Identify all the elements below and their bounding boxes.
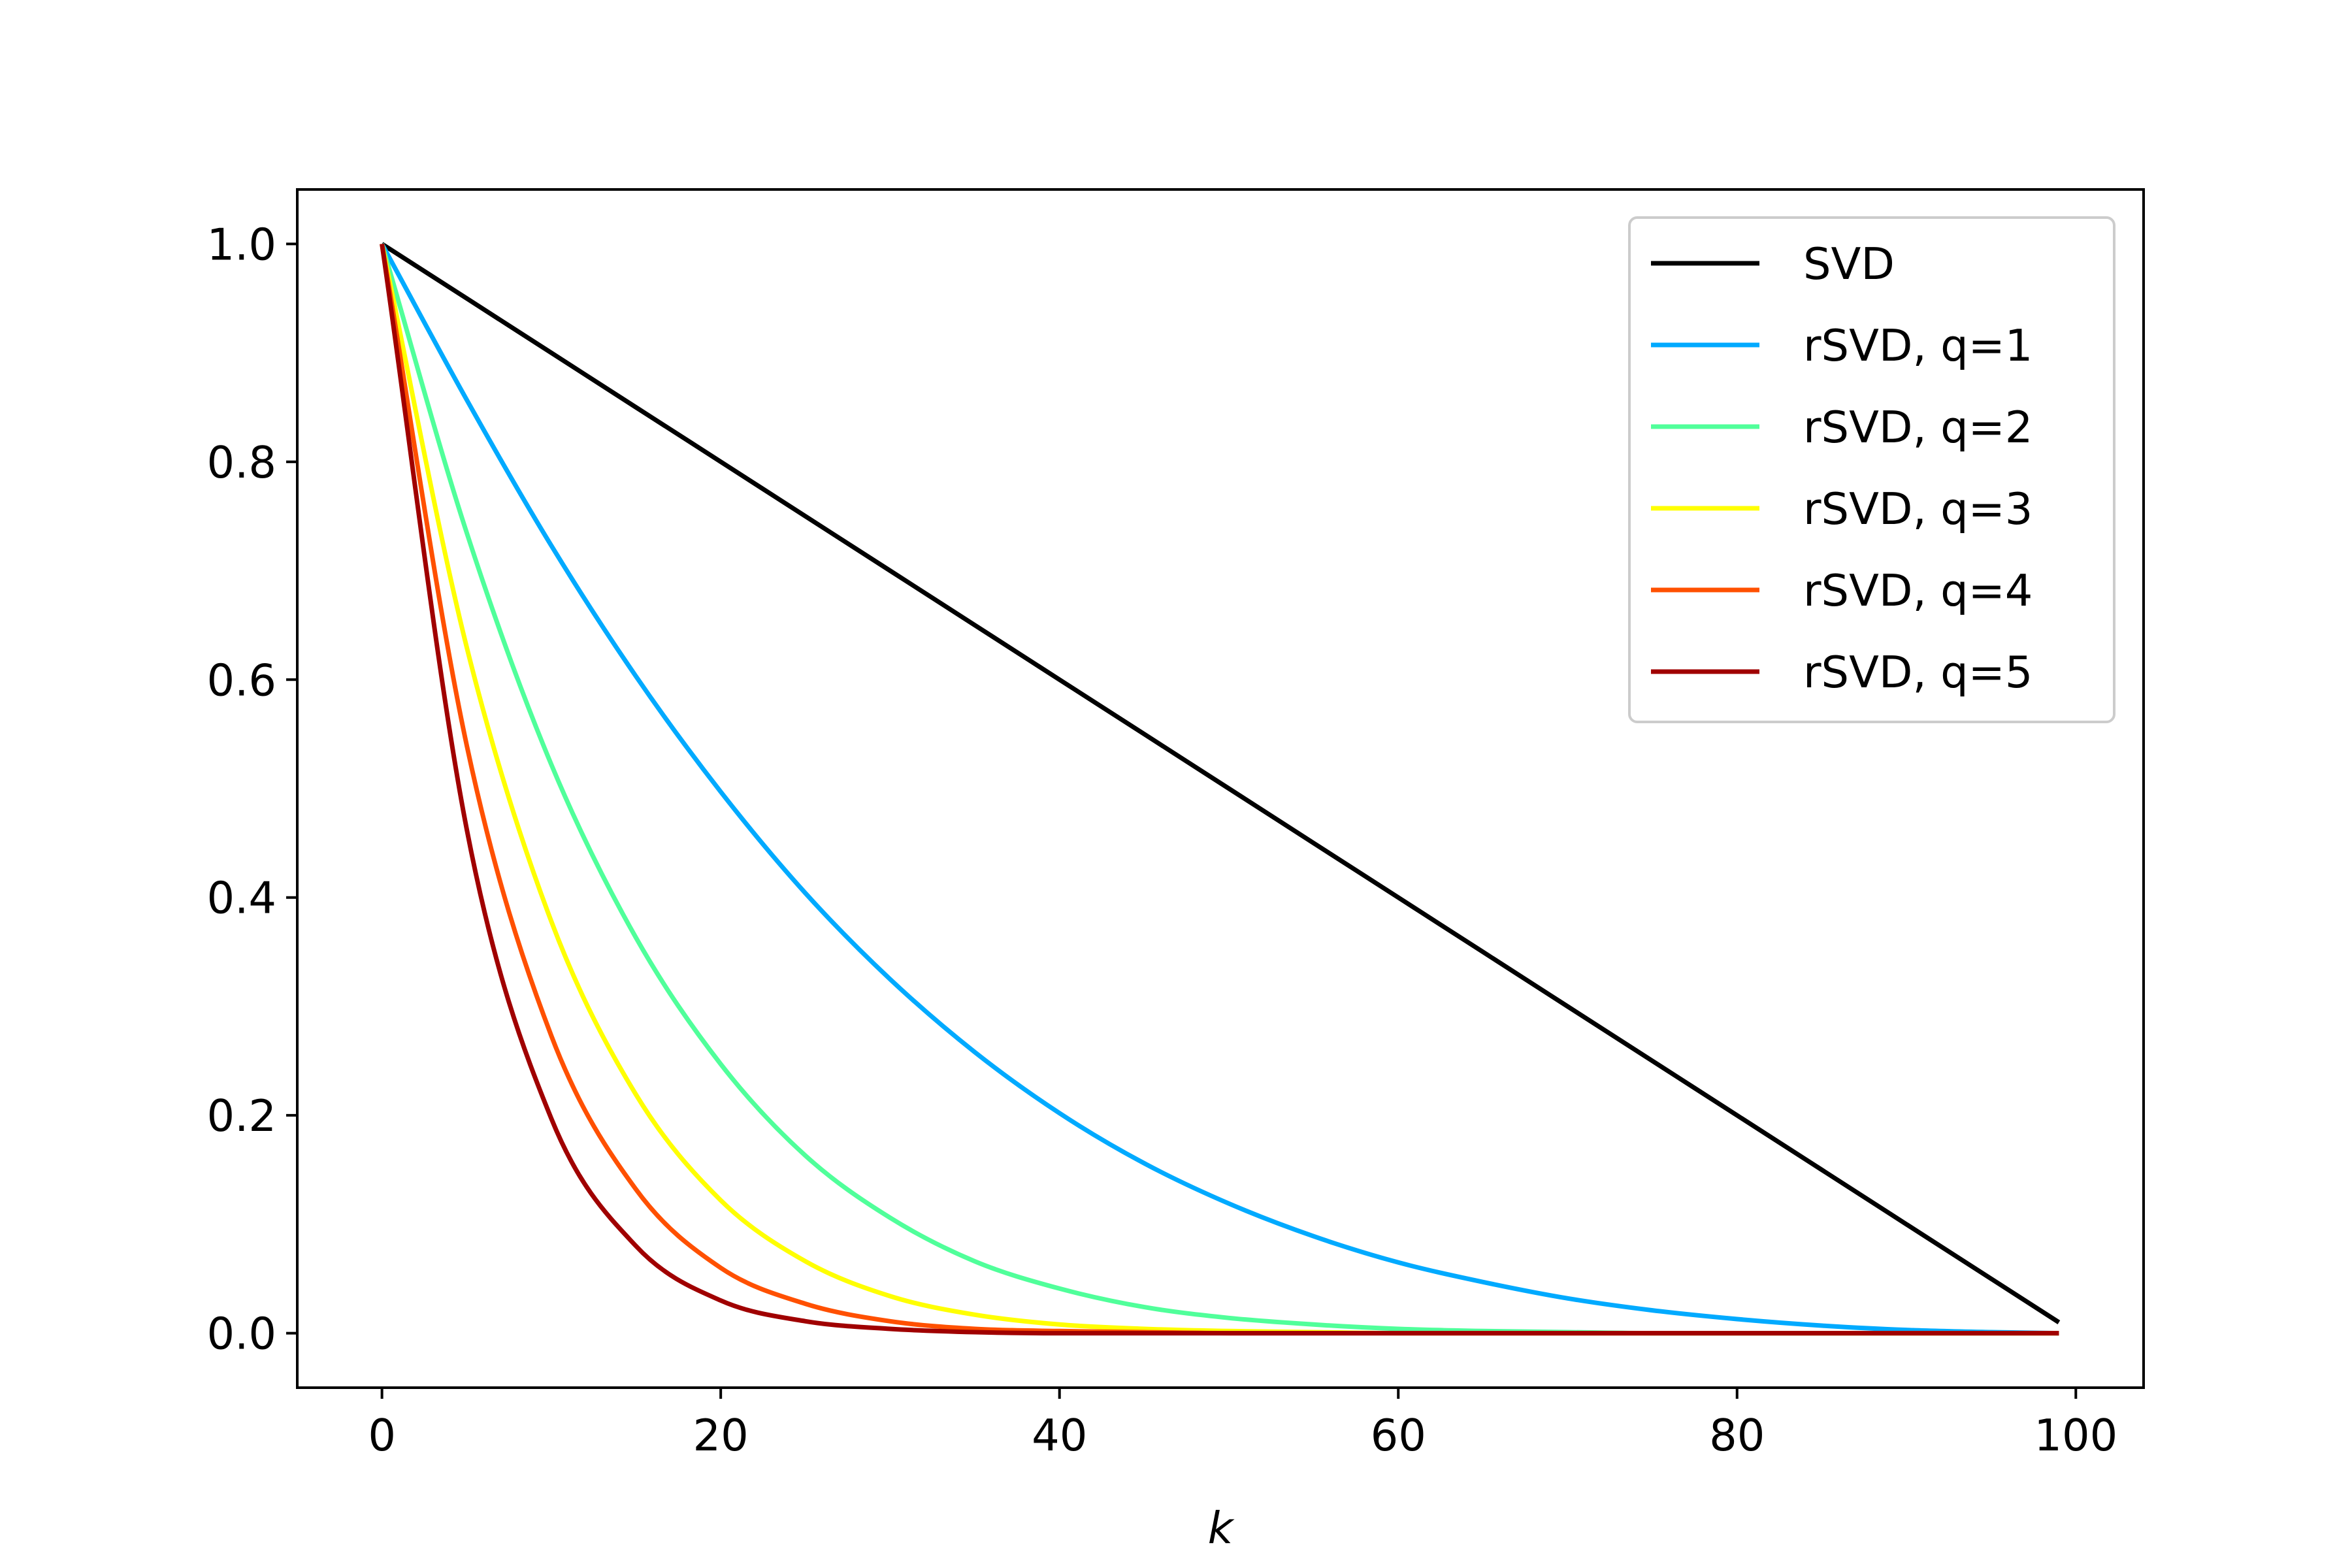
y-tick-label: 0.8 [206, 437, 276, 488]
plot-lines [380, 242, 2061, 1336]
x-tick-label: 80 [1709, 1410, 1765, 1461]
legend-label-5: rSVD, q=5 [1803, 647, 2033, 698]
legend-label-3: rSVD, q=3 [1803, 483, 2033, 534]
x-axis-label: k [1208, 1503, 1235, 1554]
legend: SVD rSVD, q=1 rSVD, q=2 rSVD, q=3 rSVD, q=4 r… [1628, 216, 2115, 723]
x-tick-label: 20 [693, 1410, 749, 1461]
y-tick-label: 0.6 [206, 655, 276, 706]
x-tick-label: 60 [1371, 1410, 1426, 1461]
series-line-5 [380, 243, 2059, 1336]
y-tick-label: 0.2 [206, 1090, 276, 1141]
series-line-0 [380, 242, 2061, 1324]
x-tick-label: 100 [2034, 1410, 2117, 1461]
legend-label-4: rSVD, q=4 [1803, 565, 2033, 616]
plot-frame [296, 188, 2145, 1389]
series-line-1 [380, 242, 2059, 1336]
x-axis: 0 20 40 60 80 100 [368, 1388, 2117, 1461]
y-axis: 0.0 0.2 0.4 0.6 0.8 1.0 [206, 219, 297, 1360]
y-tick-label: 0.0 [206, 1309, 276, 1360]
legend-label-2: rSVD, q=2 [1803, 402, 2033, 453]
y-tick-label: 1.0 [206, 219, 276, 270]
x-tick-label: 0 [368, 1410, 396, 1461]
legend-label-0: SVD [1803, 238, 1895, 289]
legend-label-1: rSVD, q=1 [1803, 320, 2033, 371]
x-tick-label: 40 [1032, 1410, 1087, 1461]
y-tick-label: 0.4 [206, 873, 276, 924]
